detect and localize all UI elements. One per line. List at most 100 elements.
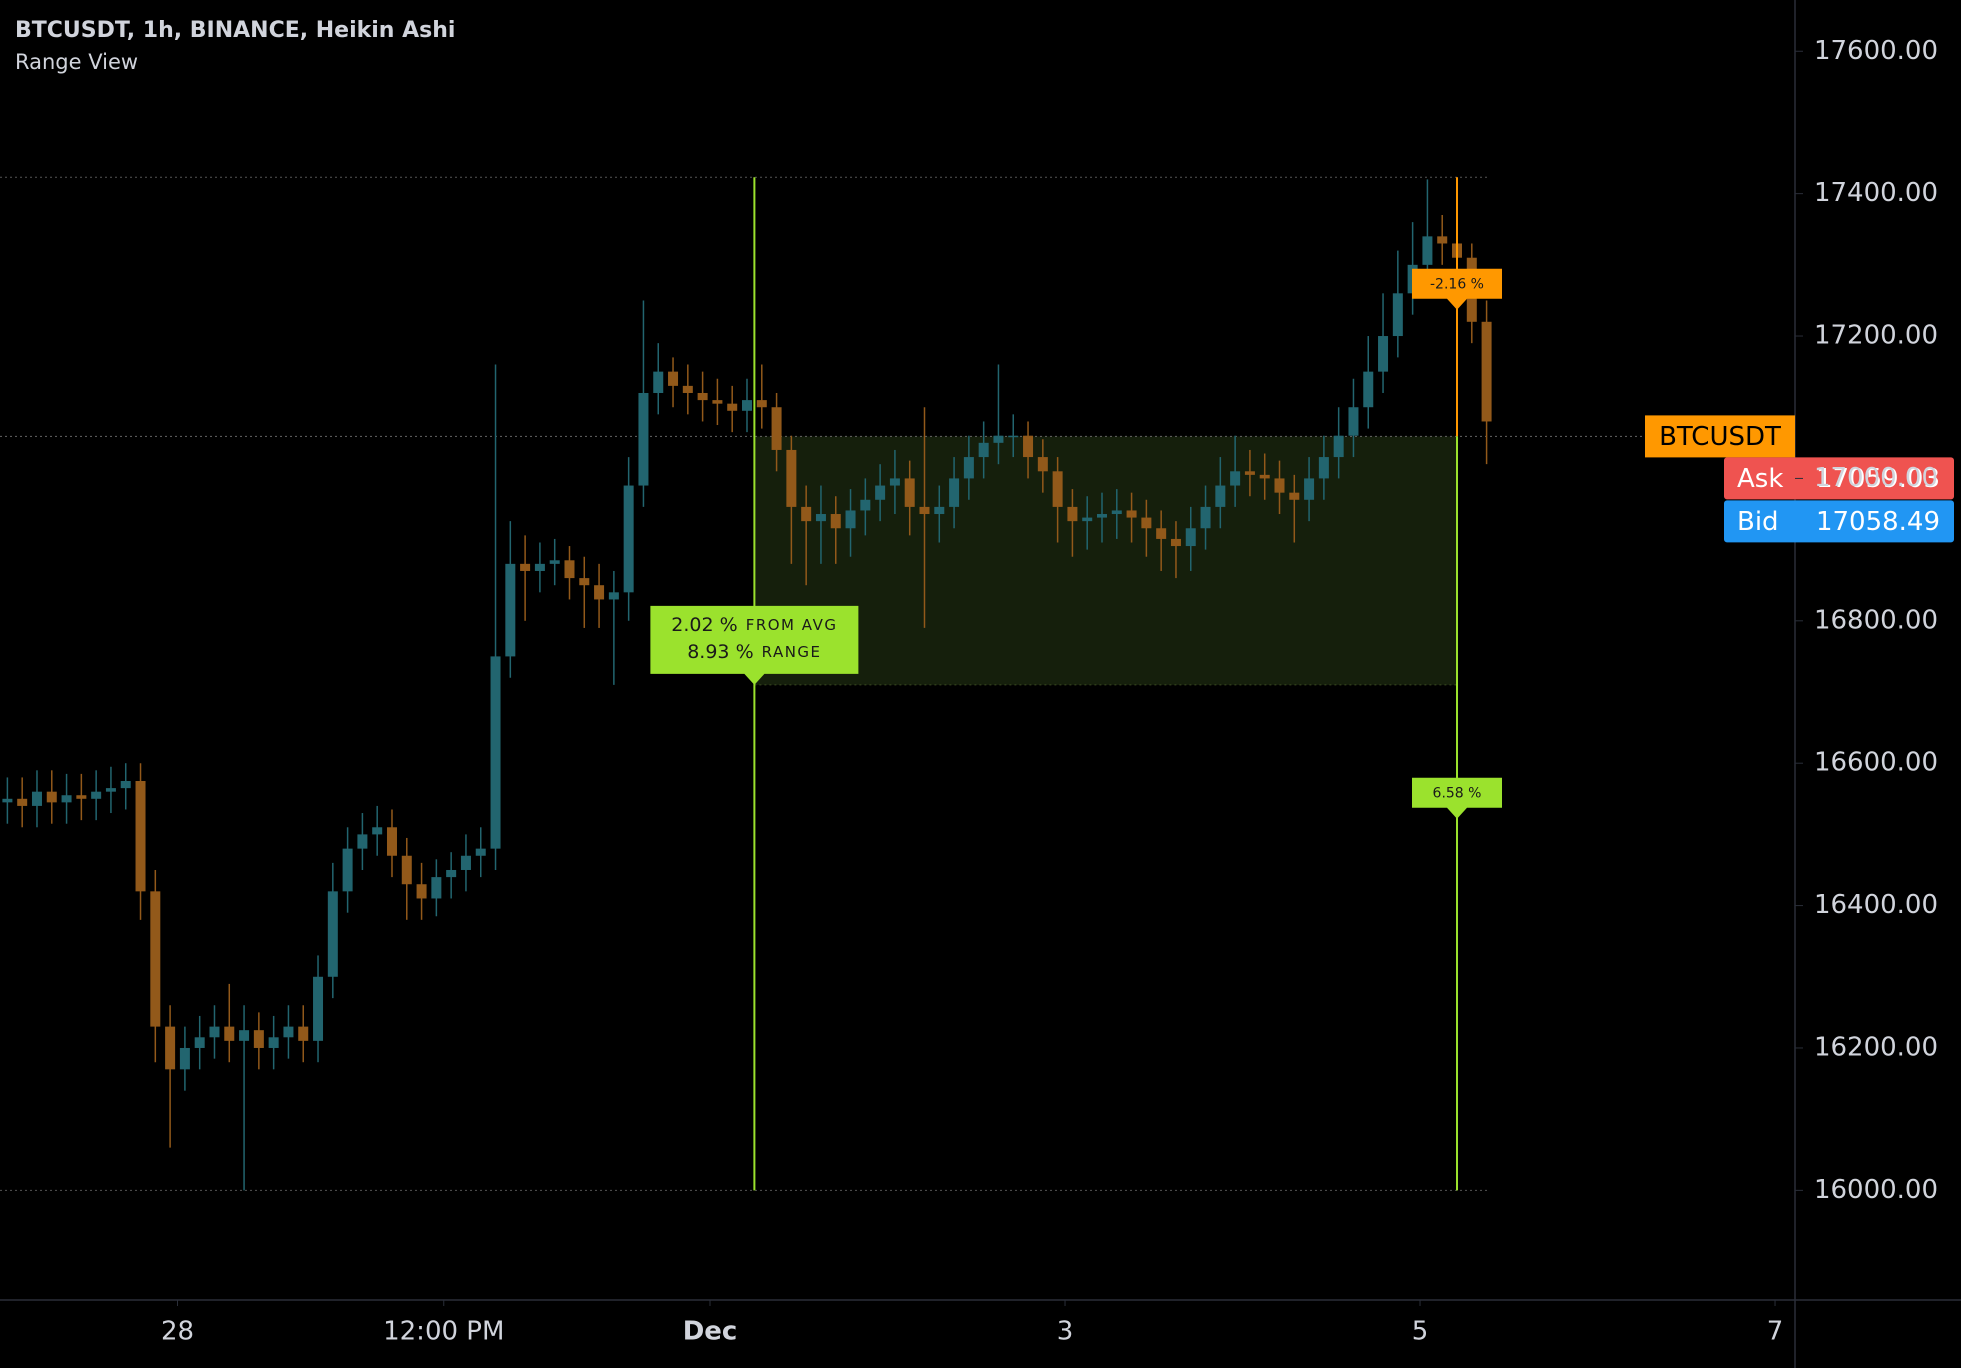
y-tick-label: 16600.00 bbox=[1814, 748, 1938, 778]
candle-body bbox=[801, 506, 812, 522]
range-label-box bbox=[1412, 268, 1503, 310]
y-tick-label: 16800.00 bbox=[1814, 605, 1938, 635]
candle-body bbox=[150, 891, 161, 1027]
candle-body bbox=[1244, 471, 1255, 475]
candle-body bbox=[1126, 510, 1137, 518]
ask-tag-label: Ask bbox=[1737, 464, 1783, 494]
chart-title: BTCUSDT, 1h, BINANCE, Heikin Ashi bbox=[15, 18, 455, 43]
range-label-text: 6.58 % bbox=[1433, 786, 1482, 802]
candle-body bbox=[1363, 371, 1374, 408]
candle-body bbox=[1067, 506, 1078, 522]
candle-body bbox=[401, 855, 412, 885]
candle-body bbox=[697, 392, 708, 401]
x-tick-label: 28 bbox=[161, 1317, 194, 1347]
x-tick-label: 3 bbox=[1057, 1317, 1074, 1347]
candle-body bbox=[342, 848, 353, 892]
candle-body bbox=[135, 780, 146, 892]
candle-body bbox=[505, 563, 516, 657]
y-tick-label: 17400.00 bbox=[1814, 178, 1938, 208]
candle-body bbox=[194, 1037, 205, 1048]
candle-body bbox=[1318, 457, 1329, 479]
candle-body bbox=[860, 499, 871, 511]
range-label-unit: FROM AVG bbox=[746, 615, 838, 633]
candle-body bbox=[727, 403, 738, 411]
symbol-tag-text: BTCUSDT bbox=[1659, 422, 1781, 452]
candle-body bbox=[1259, 474, 1270, 479]
candle-body bbox=[1437, 236, 1448, 244]
candle-body bbox=[31, 791, 42, 806]
bid-tag-label: Bid bbox=[1737, 507, 1779, 537]
candle-body bbox=[712, 400, 723, 404]
candle-body bbox=[1141, 517, 1152, 529]
range-label-value: 2.02 % bbox=[671, 613, 737, 635]
candle-body bbox=[1230, 471, 1241, 486]
candle-body bbox=[534, 563, 545, 571]
candle-body bbox=[978, 442, 989, 458]
ask-tag-value: 17059.03 bbox=[1816, 464, 1940, 494]
x-tick-label: 7 bbox=[1767, 1317, 1784, 1347]
candle-body bbox=[1096, 514, 1107, 518]
candle-body bbox=[608, 592, 619, 600]
candle-body bbox=[460, 855, 471, 870]
candle-body bbox=[224, 1026, 235, 1041]
candle-body bbox=[815, 514, 826, 522]
candle-body bbox=[889, 478, 900, 486]
y-tick-label: 17000.00 bbox=[1814, 463, 1938, 493]
candle-body bbox=[830, 514, 841, 529]
candle-body bbox=[1008, 435, 1019, 438]
chart-subtitle: Range View bbox=[15, 50, 138, 74]
candle-body bbox=[875, 485, 886, 500]
y-tick-label: 16000.00 bbox=[1814, 1175, 1938, 1205]
candle-body bbox=[1111, 510, 1122, 515]
candle-body bbox=[771, 407, 782, 450]
candle-body bbox=[446, 869, 457, 878]
candle-body bbox=[1304, 478, 1315, 500]
candle-body bbox=[919, 506, 930, 515]
symbol-tag bbox=[1645, 415, 1795, 458]
candle-body bbox=[357, 834, 368, 849]
bid-tag-value: 17058.49 bbox=[1816, 507, 1940, 537]
candle-body bbox=[564, 560, 575, 579]
candle-body bbox=[741, 400, 752, 411]
candle-body bbox=[17, 798, 28, 806]
candle-body bbox=[682, 385, 693, 393]
candle-body bbox=[963, 457, 974, 479]
y-tick-label: 17200.00 bbox=[1814, 321, 1938, 351]
ask-tag bbox=[1724, 457, 1954, 500]
candle-body bbox=[1037, 457, 1048, 472]
candle-body bbox=[1274, 478, 1285, 493]
range-label-text: 8.93 % RANGE bbox=[687, 640, 821, 662]
bid-tag bbox=[1724, 500, 1954, 543]
range-label-box bbox=[650, 605, 859, 685]
range-label-text: 2.02 % FROM AVG bbox=[671, 613, 837, 635]
candle-body bbox=[1170, 538, 1181, 547]
candle-body bbox=[327, 891, 338, 977]
candle-body bbox=[313, 976, 324, 1041]
x-tick-label: 12:00 PM bbox=[383, 1317, 504, 1347]
candle-body bbox=[1422, 236, 1433, 265]
y-tick-label: 16400.00 bbox=[1814, 890, 1938, 920]
y-tick-label: 17600.00 bbox=[1814, 36, 1938, 66]
candle-body bbox=[756, 400, 767, 408]
candle-body bbox=[1378, 336, 1389, 372]
candle-body bbox=[549, 560, 560, 564]
candle-body bbox=[668, 371, 679, 386]
candle-body bbox=[372, 827, 383, 835]
candle-body bbox=[1052, 471, 1063, 507]
candle-body bbox=[298, 1026, 309, 1041]
candle-body bbox=[934, 506, 945, 515]
candle-body bbox=[1023, 435, 1034, 458]
candle-body bbox=[638, 392, 649, 486]
candle-body bbox=[1215, 485, 1226, 507]
candle-body bbox=[520, 563, 531, 571]
candle-body bbox=[1333, 435, 1344, 458]
candle-body bbox=[786, 449, 797, 507]
candle-body bbox=[416, 884, 427, 899]
range-box bbox=[754, 436, 1458, 685]
range-label-unit: RANGE bbox=[762, 642, 822, 660]
y-tick-label: 16200.00 bbox=[1814, 1032, 1938, 1062]
candle-body bbox=[179, 1047, 190, 1070]
candle-body bbox=[993, 435, 1004, 443]
